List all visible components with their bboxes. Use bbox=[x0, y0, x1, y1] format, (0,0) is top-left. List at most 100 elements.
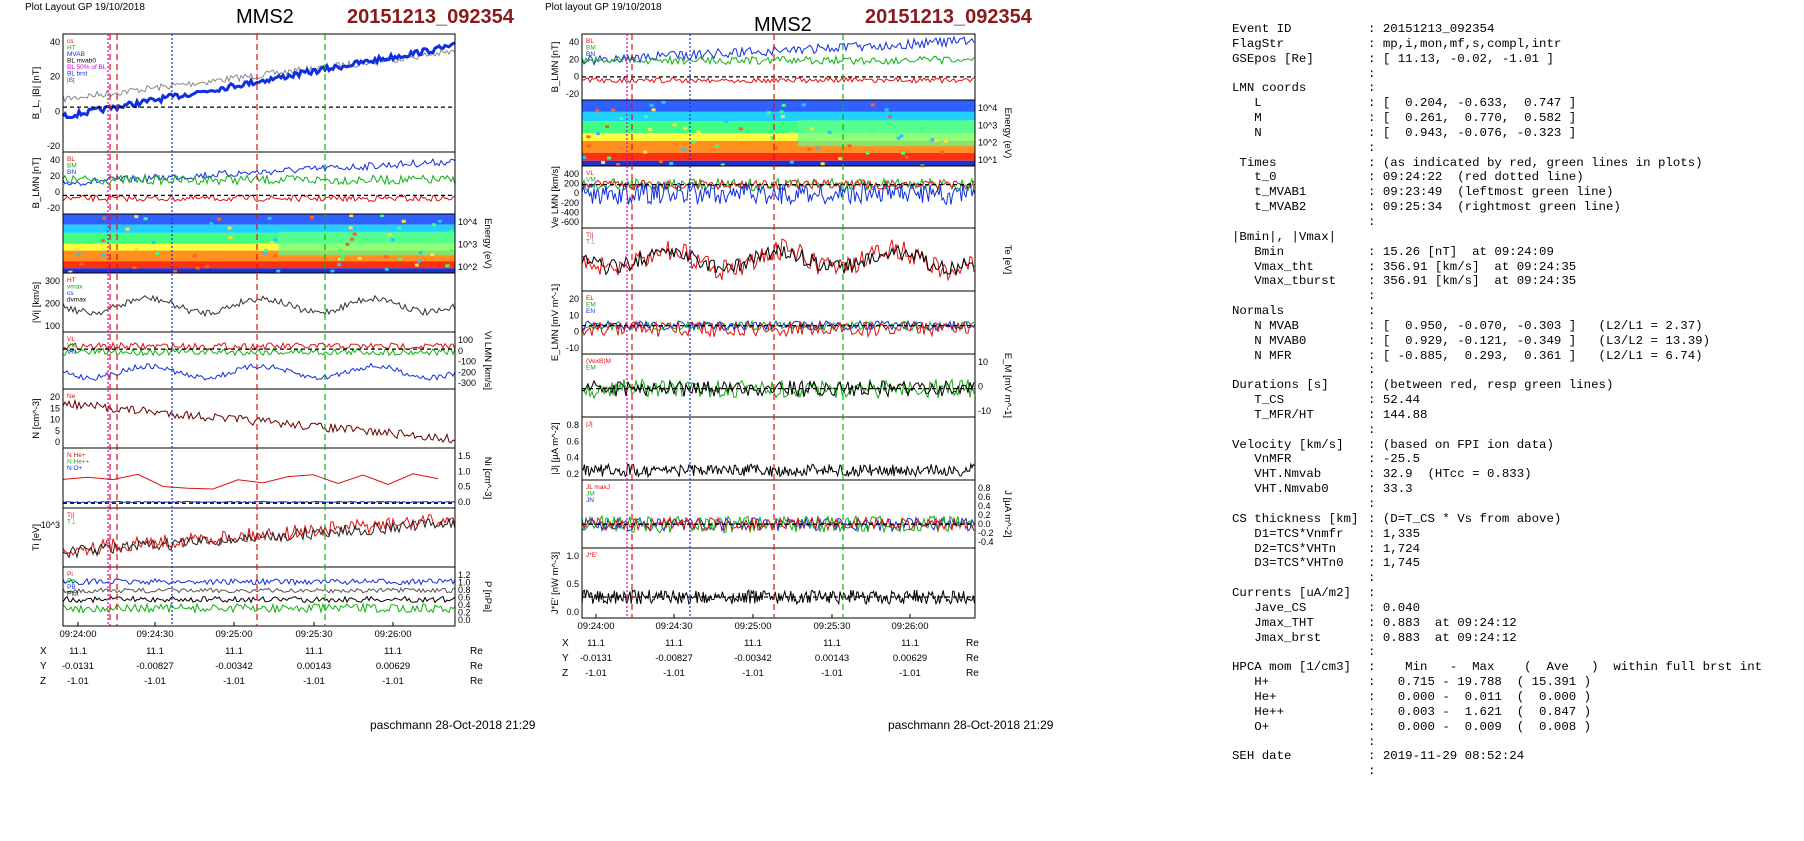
y-tick-label: 0 bbox=[978, 382, 983, 392]
spectrogram-speck bbox=[644, 115, 649, 119]
coord-row-label: Z bbox=[40, 676, 46, 687]
y-axis-label: |Vi| [km/s] bbox=[31, 282, 42, 323]
info-value: : 52.44 bbox=[1368, 393, 1421, 408]
spectrogram-speck bbox=[102, 216, 107, 220]
spectrogram-speck bbox=[337, 263, 342, 267]
spectrogram-speck bbox=[269, 240, 274, 244]
data-series-line bbox=[62, 513, 456, 557]
spectrogram-band bbox=[582, 140, 975, 153]
info-row: : bbox=[1232, 363, 1762, 378]
x-tick-label: 09:25:30 bbox=[814, 621, 851, 632]
y-tick-label: 20 bbox=[569, 54, 579, 64]
y-tick-label: 10^2 bbox=[458, 262, 477, 272]
y-tick-label: 0.2 bbox=[566, 469, 579, 479]
spectrogram-speck bbox=[217, 217, 222, 221]
info-row: : bbox=[1232, 215, 1762, 230]
info-row: Currents [uA/m2]: bbox=[1232, 586, 1762, 601]
coord-row-label: X bbox=[40, 646, 47, 657]
legend-entry: JN bbox=[586, 497, 594, 504]
info-row: : bbox=[1232, 289, 1762, 304]
spectrogram-speck bbox=[227, 226, 232, 230]
legend-entry: BN bbox=[586, 51, 595, 58]
spectrogram-speck bbox=[661, 100, 666, 104]
spectrogram-speck bbox=[789, 160, 794, 164]
spectrogram-speck bbox=[387, 232, 392, 236]
info-row: D3=TCS*VHTn0: 1,745 bbox=[1232, 556, 1762, 571]
spectrogram-speck bbox=[350, 237, 355, 241]
spectrogram-speck bbox=[349, 214, 354, 218]
y-tick-label: 1.2 bbox=[458, 570, 471, 580]
spectrogram-speck bbox=[586, 144, 591, 148]
info-value: : [ 11.13, -0.02, -1.01 ] bbox=[1368, 51, 1554, 66]
info-key: He+ bbox=[1232, 689, 1277, 704]
left-spacecraft-title: MMS2 bbox=[236, 6, 294, 28]
info-row: LMN coords: bbox=[1232, 81, 1762, 96]
spectrogram-speck bbox=[309, 216, 314, 220]
spectrogram-speck bbox=[267, 216, 272, 220]
y-tick-label: 20 bbox=[50, 392, 60, 402]
info-row: T_MFR/HT: 144.88 bbox=[1232, 408, 1762, 423]
coord-unit: Re bbox=[470, 646, 483, 657]
spectrogram-speck bbox=[431, 223, 436, 227]
spectrogram-speck bbox=[135, 247, 140, 251]
spectrogram-speck bbox=[896, 136, 901, 140]
event-info-table: Event ID: 20151213_092354 FlagStr: mp,i,m… bbox=[1232, 22, 1762, 779]
info-key: FlagStr bbox=[1232, 36, 1285, 51]
y-tick-label: 1.0 bbox=[566, 551, 579, 561]
spectrogram-speck bbox=[649, 103, 654, 107]
spectrogram-speck bbox=[414, 263, 419, 267]
coord-unit: Re bbox=[966, 653, 979, 664]
middle-spacecraft-title: MMS2 bbox=[754, 14, 812, 36]
spectrogram-speck bbox=[930, 138, 935, 142]
coord-value: 11.1 bbox=[823, 638, 841, 649]
spectrogram-speck bbox=[669, 161, 674, 165]
legend-entry: (VexB)M bbox=[586, 358, 611, 365]
spectrogram-band bbox=[582, 111, 975, 122]
spectrogram-speck bbox=[132, 266, 137, 270]
legend-entry: JL maxJ bbox=[586, 484, 610, 491]
legend-entry: VL bbox=[67, 336, 75, 343]
spectrogram-patch bbox=[278, 231, 455, 256]
spectrogram-speck bbox=[801, 103, 806, 107]
y-axis-label: B_L, |B| [nT] bbox=[31, 67, 42, 119]
spectrogram-speck bbox=[173, 269, 178, 273]
left-header: Plot Layout GP 19/10/2018 bbox=[25, 2, 145, 13]
info-value: : bbox=[1368, 497, 1376, 511]
info-value: : bbox=[1368, 289, 1376, 304]
y-tick-label: -0.2 bbox=[978, 528, 994, 538]
middle-footer: paschmann 28-Oct-2018 21:29 bbox=[888, 718, 1054, 732]
info-value: : (D=T_CS * Vs from above) bbox=[1368, 511, 1562, 526]
info-row: : bbox=[1232, 645, 1762, 660]
data-series-line bbox=[62, 595, 456, 604]
info-key: T_MFR/HT bbox=[1232, 407, 1314, 422]
y-tick-label: -200 bbox=[561, 198, 579, 208]
data-series-line bbox=[62, 473, 439, 490]
data-series-line bbox=[62, 601, 456, 615]
info-value: : 20151213_092354 bbox=[1368, 22, 1495, 36]
info-key: Jmax_THT bbox=[1232, 615, 1314, 630]
spectrogram-speck bbox=[658, 160, 663, 164]
info-value: : 09:24:22 (red dotted line) bbox=[1368, 170, 1584, 185]
info-row: N MFR: [ -0.885, 0.293, 0.361 ] (L2/L1 =… bbox=[1232, 349, 1762, 364]
spectrogram-speck bbox=[870, 103, 875, 107]
info-key: D2=TCS*VHTn bbox=[1232, 541, 1337, 556]
info-key: N bbox=[1232, 125, 1262, 140]
info-key: H+ bbox=[1232, 675, 1270, 690]
spectrogram-speck bbox=[738, 127, 743, 131]
y-axis-label: B_LMN [nT] bbox=[550, 42, 561, 93]
spectrogram-band bbox=[582, 133, 975, 141]
spectrogram-speck bbox=[401, 219, 406, 223]
info-key: M bbox=[1232, 111, 1262, 126]
spectrogram-speck bbox=[445, 264, 450, 268]
spectrogram-speck bbox=[276, 269, 281, 273]
info-value: : 1,335 bbox=[1368, 526, 1421, 541]
spectrogram-speck bbox=[430, 253, 435, 257]
mid-panel-4: Te [eV] T||T⊥ bbox=[581, 227, 1013, 292]
spectrogram-speck bbox=[827, 130, 832, 134]
spectrogram-speck bbox=[934, 138, 939, 142]
x-tick-label: 09:24:30 bbox=[656, 621, 693, 632]
info-key: Vmax_tburst bbox=[1232, 274, 1337, 289]
spectrogram-speck bbox=[672, 123, 677, 127]
